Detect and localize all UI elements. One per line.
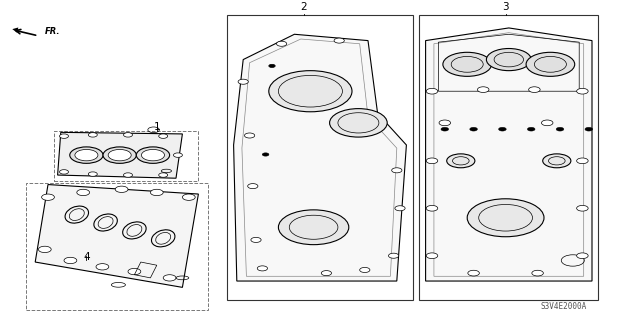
Circle shape (276, 41, 287, 46)
Circle shape (577, 88, 588, 94)
Circle shape (124, 173, 132, 177)
Circle shape (470, 127, 477, 131)
Circle shape (426, 88, 438, 94)
Circle shape (556, 127, 564, 131)
Circle shape (262, 153, 269, 156)
Circle shape (527, 127, 535, 131)
Circle shape (173, 153, 182, 157)
Circle shape (392, 168, 402, 173)
Circle shape (278, 210, 349, 245)
Circle shape (244, 133, 255, 138)
Circle shape (42, 194, 54, 200)
Circle shape (77, 189, 90, 196)
Circle shape (108, 149, 131, 161)
Circle shape (360, 267, 370, 272)
Circle shape (585, 127, 593, 131)
Circle shape (543, 154, 571, 168)
Circle shape (541, 120, 553, 126)
Text: 1: 1 (154, 122, 160, 132)
Circle shape (388, 253, 399, 258)
Text: 4: 4 (83, 252, 90, 262)
Circle shape (321, 271, 332, 276)
Circle shape (269, 64, 275, 68)
Circle shape (426, 205, 438, 211)
Circle shape (577, 253, 588, 259)
Circle shape (426, 158, 438, 164)
Circle shape (447, 154, 475, 168)
Circle shape (257, 266, 268, 271)
Circle shape (426, 253, 438, 259)
Circle shape (251, 237, 261, 242)
Circle shape (163, 275, 176, 281)
Polygon shape (234, 34, 406, 281)
Circle shape (529, 87, 540, 93)
Circle shape (269, 70, 352, 112)
Circle shape (60, 170, 68, 174)
Circle shape (124, 133, 132, 137)
Circle shape (577, 205, 588, 211)
Circle shape (486, 48, 531, 70)
Text: S3V4E2000A: S3V4E2000A (540, 302, 586, 311)
Circle shape (159, 173, 168, 177)
Circle shape (70, 147, 103, 163)
Circle shape (526, 52, 575, 76)
Circle shape (103, 147, 136, 163)
Circle shape (443, 52, 492, 76)
Circle shape (468, 270, 479, 276)
Circle shape (141, 149, 164, 161)
Circle shape (330, 108, 387, 137)
Circle shape (439, 120, 451, 126)
Circle shape (159, 134, 168, 138)
Circle shape (150, 189, 163, 196)
Circle shape (577, 158, 588, 164)
Circle shape (499, 127, 506, 131)
Circle shape (395, 206, 405, 211)
Circle shape (477, 87, 489, 93)
Circle shape (128, 268, 141, 275)
Circle shape (115, 186, 128, 192)
Circle shape (238, 79, 248, 84)
Polygon shape (58, 132, 182, 178)
Circle shape (88, 133, 97, 137)
Text: FR.: FR. (45, 27, 60, 36)
Circle shape (248, 184, 258, 189)
Circle shape (334, 38, 344, 43)
Circle shape (38, 246, 51, 253)
Circle shape (182, 194, 195, 200)
Circle shape (64, 257, 77, 263)
Text: 3: 3 (502, 2, 509, 12)
Circle shape (96, 263, 109, 270)
Polygon shape (35, 185, 198, 287)
Circle shape (60, 134, 68, 138)
Text: 2: 2 (301, 2, 307, 12)
Circle shape (136, 147, 170, 163)
Circle shape (467, 199, 544, 237)
Polygon shape (426, 28, 592, 281)
Circle shape (88, 172, 97, 176)
Circle shape (441, 127, 449, 131)
Circle shape (75, 149, 98, 161)
Circle shape (532, 270, 543, 276)
